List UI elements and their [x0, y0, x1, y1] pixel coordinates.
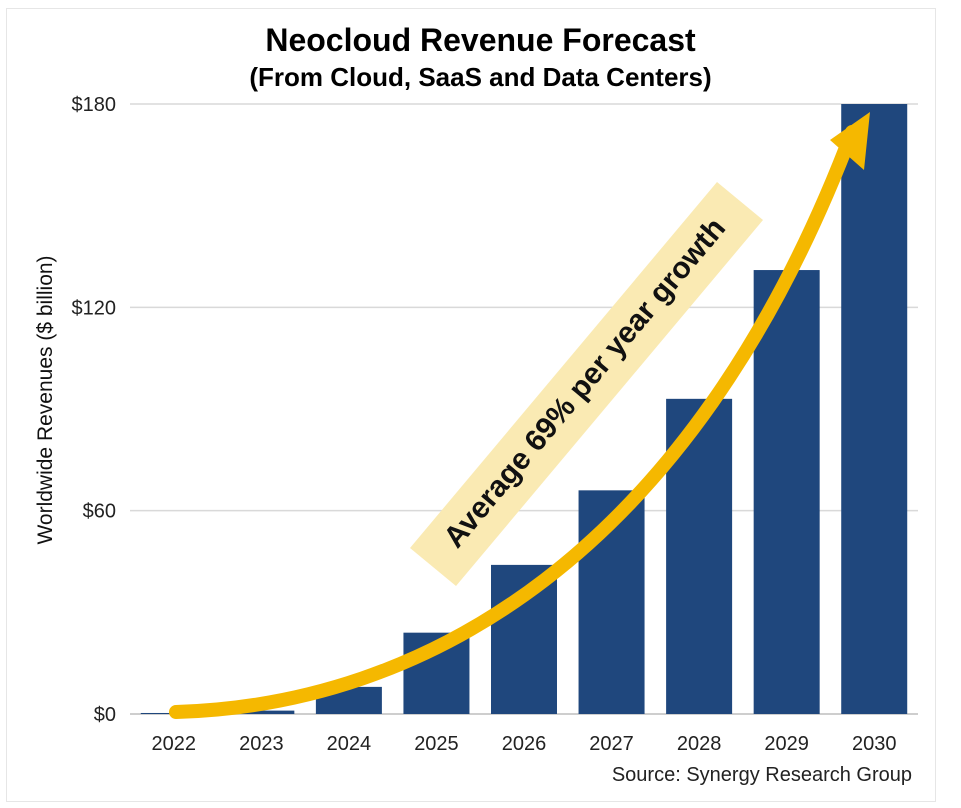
bar-2029	[753, 270, 820, 714]
growth-arrowhead-icon	[830, 112, 870, 170]
y-tick-label: $180	[72, 94, 117, 116]
x-tick-label: 2024	[327, 733, 372, 755]
y-tick-label: $120	[72, 297, 117, 319]
bar-2030	[841, 104, 908, 714]
x-tick-label: 2028	[677, 733, 722, 755]
x-tick-label: 2027	[589, 733, 634, 755]
bar-2023	[228, 710, 295, 714]
source-note: Source: Synergy Research Group	[612, 764, 912, 786]
y-tick-label: $0	[94, 704, 116, 726]
bar-series	[140, 104, 908, 714]
growth-label-box	[410, 182, 763, 586]
chart-subtitle: (From Cloud, SaaS and Data Centers)	[249, 62, 712, 92]
x-tick-label: 2025	[414, 733, 459, 755]
x-tick-label: 2026	[502, 733, 547, 755]
x-axis-ticks: 2022 2023 2024 2025 2026 2027 2028 2029 2030	[152, 733, 897, 755]
growth-arrow	[169, 125, 859, 719]
x-tick-label: 2022	[152, 733, 197, 755]
y-axis-ticks: $0 $60 $120 $180	[72, 94, 117, 726]
y-tick-label: $60	[83, 501, 116, 523]
y-axis-label: Worldwide Revenues ($ billion)	[34, 255, 57, 544]
x-tick-label: 2030	[852, 733, 897, 755]
x-tick-label: 2029	[764, 733, 809, 755]
chart-title: Neocloud Revenue Forecast	[265, 22, 696, 58]
x-tick-label: 2023	[239, 733, 284, 755]
